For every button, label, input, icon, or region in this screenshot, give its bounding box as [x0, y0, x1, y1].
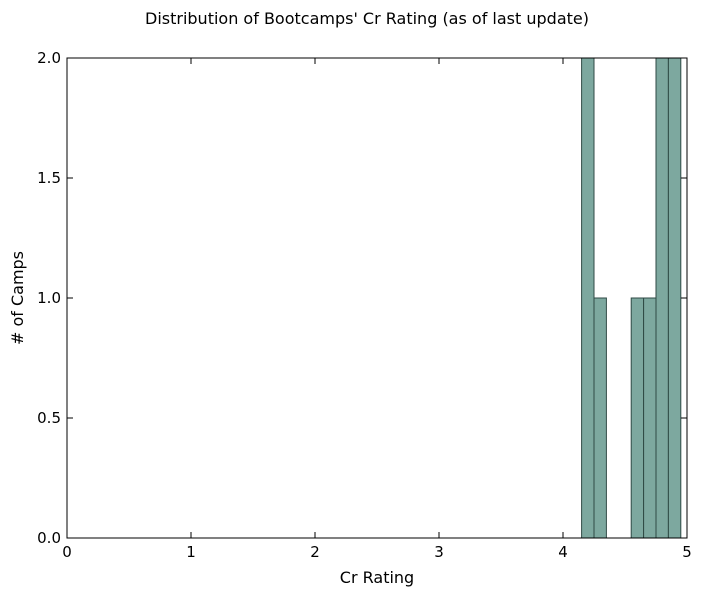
chart-title: Distribution of Bootcamps' Cr Rating (as… — [145, 9, 589, 28]
x-axis-label: Cr Rating — [340, 568, 414, 587]
y-tick-label-2: 1.0 — [37, 289, 61, 307]
y-tick-label-1: 0.5 — [37, 409, 61, 427]
histogram-bar-2 — [630, 297, 645, 539]
histogram-bar-5 — [667, 57, 682, 539]
histogram-bar-1 — [593, 297, 607, 539]
x-tick-label-2: 2 — [310, 543, 320, 561]
bars-group — [581, 57, 682, 539]
y-tick-label-4: 2.0 — [37, 49, 61, 67]
histogram-bar-3 — [643, 297, 657, 539]
x-tick-label-4: 4 — [558, 543, 568, 561]
y-tick-label-0: 0.0 — [37, 529, 61, 547]
x-tick-label-5: 5 — [682, 543, 692, 561]
x-axis-ticks: 0 1 2 3 4 5 — [62, 58, 692, 561]
y-axis-label: # of Camps — [8, 251, 27, 345]
x-tick-label-3: 3 — [434, 543, 444, 561]
histogram-bar-0 — [581, 57, 595, 539]
histogram-bar-4 — [655, 57, 669, 539]
x-tick-label-0: 0 — [62, 543, 72, 561]
y-axis-ticks: 0.0 0.5 1.0 1.5 2.0 — [37, 49, 687, 547]
y-tick-label-3: 1.5 — [37, 169, 61, 187]
x-tick-label-1: 1 — [186, 543, 196, 561]
